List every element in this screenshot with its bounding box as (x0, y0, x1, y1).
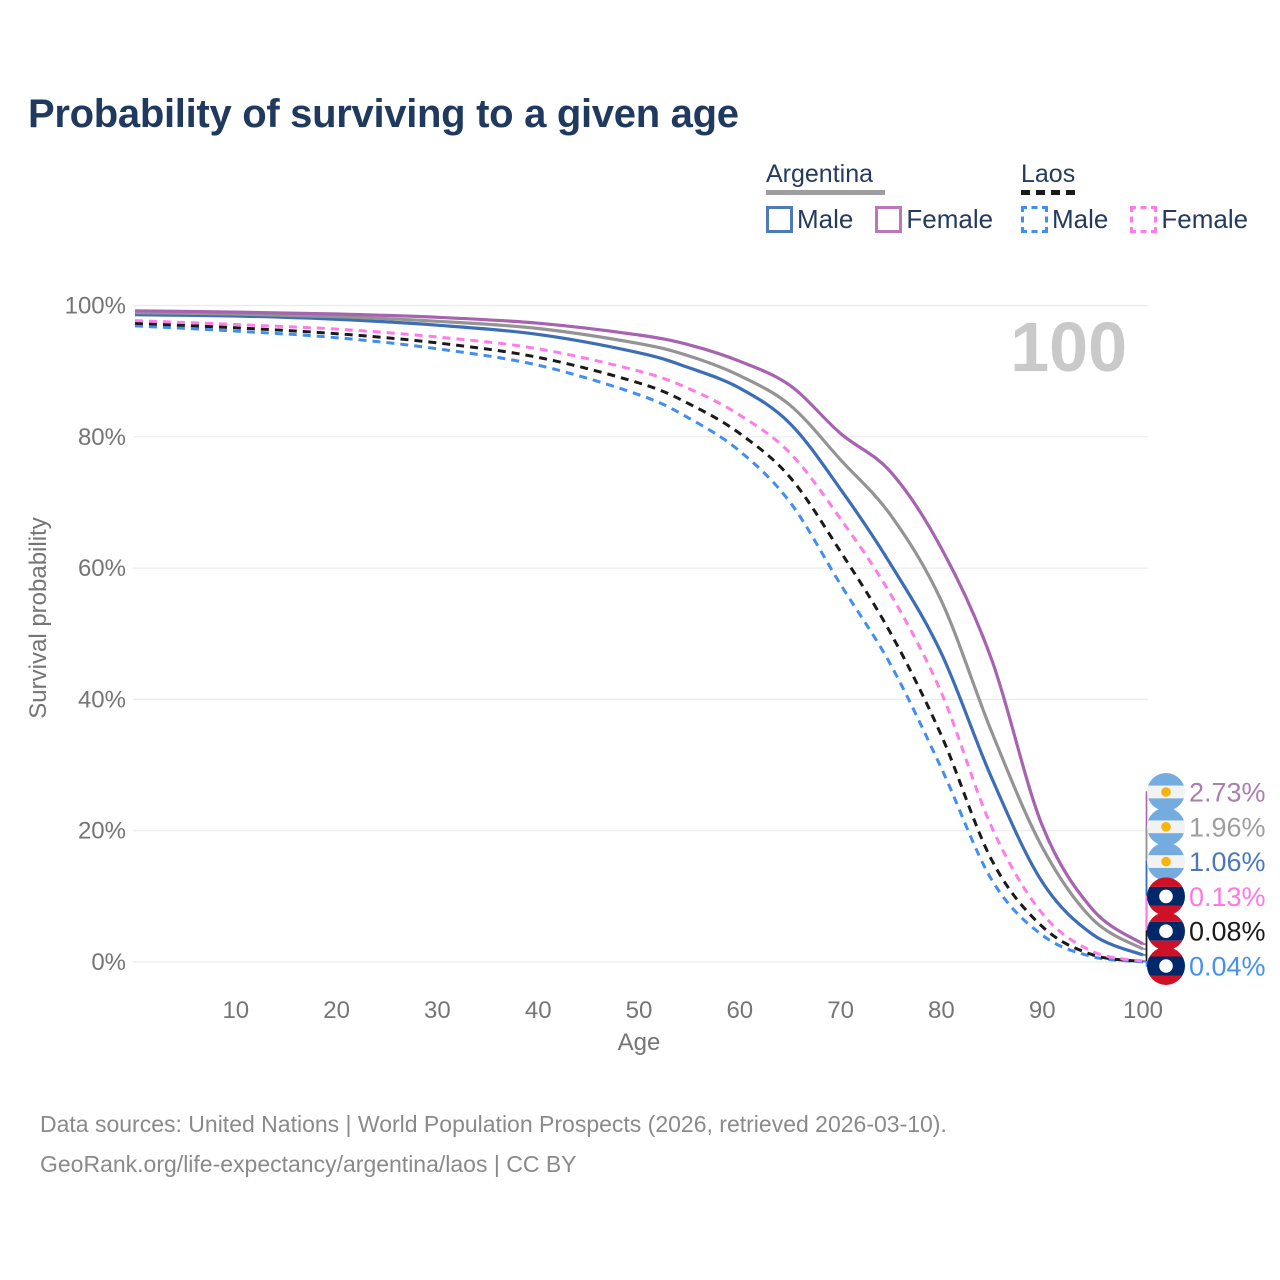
legend-label-argentina-female[interactable]: Female (906, 204, 994, 234)
end-label-value: 0.13% (1189, 882, 1266, 912)
end-label-laos[interactable]: 0.08% (1147, 912, 1266, 951)
legend-country-laos[interactable]: Laos (1021, 160, 1076, 188)
end-label-argentina[interactable]: 1.96% (1147, 807, 1266, 846)
legend-label-laos-female[interactable]: Female (1161, 204, 1249, 234)
end-label-laos-male[interactable]: 0.04% (1147, 947, 1266, 985)
page-title: Probability of surviving to a given age (28, 92, 739, 136)
x-tick-label: 30 (424, 997, 451, 1024)
y-axis-title: Survival probability (25, 517, 52, 718)
argentina-flag-icon (1147, 773, 1185, 811)
argentina-flag-icon (1147, 807, 1185, 846)
end-label-value: 0.08% (1189, 917, 1266, 947)
argentina-flag-icon (1147, 842, 1185, 881)
y-tick-label: 40% (78, 686, 126, 713)
legend-swatch-argentina-female[interactable] (875, 206, 903, 233)
series-line-laos-male[interactable] (134, 324, 1144, 964)
series-line-argentina-male[interactable] (134, 313, 1144, 957)
laos-flag-icon (1147, 912, 1185, 951)
legend-swatch-argentina-male[interactable] (766, 206, 793, 233)
end-label-value: 0.04% (1189, 952, 1266, 982)
end-label-value: 1.96% (1189, 812, 1266, 842)
x-tick-label: 70 (827, 997, 854, 1024)
series-line-argentina-female[interactable] (134, 309, 1144, 946)
end-label-argentina-male[interactable]: 1.06% (1147, 842, 1266, 881)
end-label-laos-female[interactable]: 0.13% (1147, 877, 1266, 916)
laos-flag-icon (1147, 877, 1185, 916)
data-sources-line: Data sources: United Nations | World Pop… (40, 1111, 947, 1137)
attribution-line: GeoRank.org/life-expectancy/argentina/la… (40, 1151, 577, 1177)
x-tick-label: 90 (1029, 997, 1056, 1024)
legend-group-laos: Laos Male Female (1021, 160, 1270, 235)
x-tick-label: 20 (323, 997, 350, 1024)
x-tick-label: 50 (626, 997, 653, 1024)
legend-label-argentina-male[interactable]: Male (797, 204, 854, 234)
legend-swatch-laos-female[interactable] (1130, 206, 1158, 233)
x-tick-label: 80 (928, 997, 955, 1024)
y-tick-label: 60% (78, 555, 126, 582)
legend-line-swatch-laos (1021, 190, 1078, 195)
y-tick-label: 0% (91, 949, 126, 976)
series-line-laos-female[interactable] (134, 319, 1144, 963)
y-tick-label: 20% (78, 818, 126, 845)
legend-swatch-laos-male[interactable] (1021, 206, 1048, 233)
chart-footer: Data sources: United Nations | World Pop… (40, 1104, 947, 1184)
end-label-value: 2.73% (1189, 778, 1266, 808)
series-line-laos[interactable] (134, 321, 1144, 963)
legend-country-argentina[interactable]: Argentina (766, 160, 874, 188)
x-tick-label: 10 (222, 997, 249, 1024)
age-watermark: 100 (1010, 308, 1127, 386)
end-label-argentina-female[interactable]: 2.73% (1147, 773, 1266, 811)
x-tick-label: 100 (1123, 997, 1163, 1024)
x-tick-label: 60 (726, 997, 753, 1024)
x-axis-title: Age (618, 1029, 661, 1056)
legend-label-laos-male[interactable]: Male (1052, 204, 1109, 234)
y-tick-label: 100% (65, 293, 126, 320)
series-line-argentina[interactable] (134, 311, 1144, 951)
y-tick-label: 80% (78, 424, 126, 451)
x-tick-label: 40 (525, 997, 552, 1024)
legend-group-argentina: Argentina Male Female (766, 160, 1015, 235)
laos-flag-icon (1147, 947, 1185, 985)
legend-line-swatch-argentina (766, 190, 885, 195)
end-label-value: 1.06% (1189, 847, 1266, 877)
